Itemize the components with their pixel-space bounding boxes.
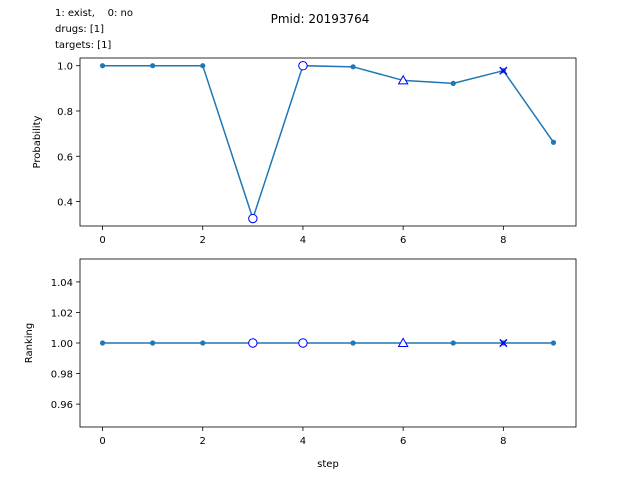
y-axis-label: Ranking [24, 323, 35, 363]
data-point [200, 340, 206, 346]
circle-marker [298, 338, 308, 348]
ranking-panel: 0 2 4 6 8 0.96 0.98 1.00 1.02 1.04 Ranking step [24, 258, 577, 470]
x-tick-label: 2 [200, 235, 206, 246]
x-marker [499, 66, 508, 75]
x-marker [499, 338, 508, 348]
data-point [99, 340, 106, 346]
x-tick-label: 8 [500, 436, 506, 447]
x-tick-label: 6 [400, 436, 406, 447]
y-tick-label: 0.4 [57, 198, 73, 209]
y-tick-label: 0.6 [57, 152, 73, 163]
legend-line-1: 1: exist, 0: no [55, 8, 133, 19]
axes-frame [79, 57, 577, 227]
data-point [99, 63, 106, 69]
y-tick-label: 1.0 [57, 62, 73, 73]
triangle-marker [397, 74, 409, 85]
x-tick-label: 4 [300, 436, 306, 447]
legend-line-3: targets: [1] [55, 40, 111, 51]
x-tick-label: 8 [500, 235, 506, 246]
triangle-marker [397, 337, 409, 347]
x-tick-label: 2 [200, 436, 206, 447]
circle-marker [248, 338, 258, 348]
circle-marker [298, 60, 308, 71]
x-tick-label: 0 [99, 436, 105, 447]
figure-title: Pmid: 20193764 [271, 12, 370, 26]
data-point [450, 340, 456, 346]
data-point [450, 80, 456, 86]
x-tick-label: 6 [400, 235, 406, 246]
y-tick-label: 1.00 [51, 339, 73, 350]
data-point [150, 340, 156, 346]
probability-panel: 0 2 4 6 8 0.4 0.6 0.8 1.0 Probability [32, 57, 577, 246]
y-tick-label: 0.8 [57, 107, 73, 118]
data-point [350, 64, 356, 70]
circle-marker [248, 213, 258, 224]
data-point [200, 63, 206, 69]
y-tick-label: 0.98 [51, 370, 73, 381]
series-line [102, 64, 555, 221]
data-point [150, 63, 156, 69]
y-tick-label: 1.04 [51, 278, 73, 289]
data-point [550, 340, 557, 346]
x-tick-label: 0 [99, 235, 105, 246]
data-point [550, 139, 557, 145]
data-point [350, 340, 356, 346]
legend-line-2: drugs: [1] [55, 24, 104, 35]
x-axis-label: step [317, 459, 339, 470]
x-tick-label: 4 [300, 235, 306, 246]
y-tick-label: 1.02 [51, 308, 73, 319]
y-axis-label: Probability [32, 115, 43, 168]
y-tick-label: 0.96 [51, 400, 73, 411]
